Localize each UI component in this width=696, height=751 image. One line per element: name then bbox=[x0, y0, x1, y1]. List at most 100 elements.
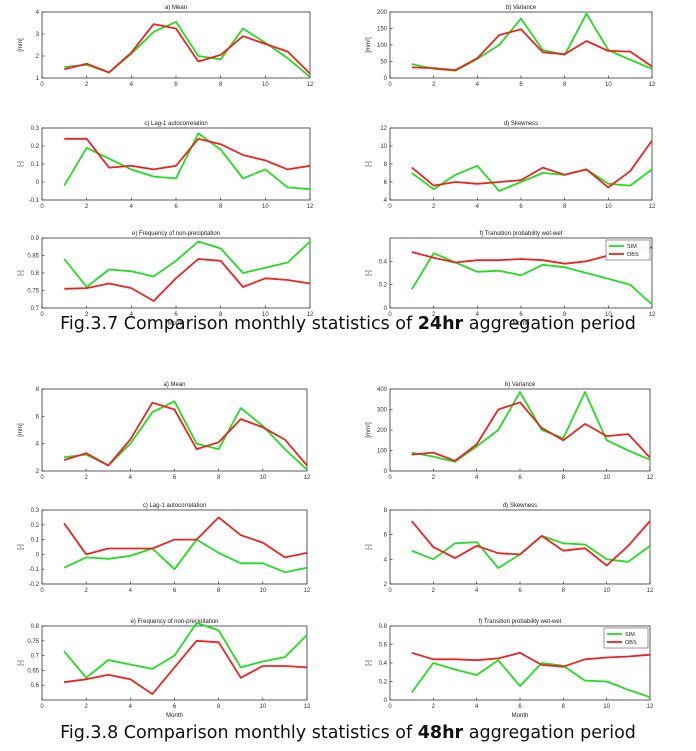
chart-title: b) Variance bbox=[505, 382, 536, 388]
x-tick-label: 0 bbox=[40, 475, 44, 481]
y-tick-label: 50 bbox=[380, 60, 387, 66]
x-tick-label: 4 bbox=[130, 82, 134, 88]
x-tick-label: 6 bbox=[173, 704, 177, 710]
series-line-obs bbox=[411, 140, 653, 189]
x-tick-label: 6 bbox=[518, 588, 522, 594]
x-tick-label: 2 bbox=[432, 475, 436, 481]
x-tick-label: 12 bbox=[307, 312, 314, 318]
x-tick-label: 12 bbox=[307, 204, 314, 210]
plot-frame bbox=[389, 509, 651, 585]
y-tick-label: 0.8 bbox=[31, 271, 40, 277]
x-tick-label: 0 bbox=[388, 588, 392, 594]
x-tick-label: 4 bbox=[130, 204, 134, 210]
x-tick-label: 2 bbox=[432, 204, 436, 210]
y-tick-label: 8 bbox=[36, 387, 40, 393]
x-tick-label: 4 bbox=[475, 704, 479, 710]
x-tick-label: 12 bbox=[304, 704, 311, 710]
x-tick-label: 6 bbox=[518, 704, 522, 710]
chart-title: e) Frequency of non-precipitation bbox=[130, 619, 218, 625]
y-tick-label: 0.1 bbox=[31, 538, 40, 544]
chart-title: c) Lag-1 autocorrelation bbox=[143, 503, 206, 509]
x-tick-label: 8 bbox=[563, 204, 567, 210]
x-tick-label: 8 bbox=[562, 588, 566, 594]
caption-prefix: Fig.3.8 Comparison monthly statistics of bbox=[60, 723, 418, 743]
x-tick-label: 12 bbox=[304, 475, 311, 481]
x-tick-label: 8 bbox=[217, 588, 221, 594]
x-tick-label: 12 bbox=[304, 588, 311, 594]
x-tick-label: 6 bbox=[173, 475, 177, 481]
y-tick-label: 10 bbox=[380, 144, 387, 150]
series-line-sim bbox=[63, 132, 311, 191]
x-tick-label: 10 bbox=[259, 475, 266, 481]
y-axis-label: [mm²] bbox=[366, 422, 372, 438]
y-tick-label: -0.2 bbox=[29, 582, 40, 588]
x-tick-label: 12 bbox=[647, 704, 654, 710]
y-tick-label: 0.4 bbox=[379, 661, 388, 667]
series-line-obs bbox=[64, 23, 311, 75]
y-tick-label: 2 bbox=[384, 582, 388, 588]
y-tick-label: 0 bbox=[384, 76, 388, 82]
y-tick-label: 100 bbox=[377, 43, 388, 49]
x-tick-label: 2 bbox=[432, 312, 436, 318]
y-tick-label: 0.75 bbox=[27, 289, 39, 295]
series-line-sim bbox=[411, 164, 653, 192]
x-tick-label: 10 bbox=[262, 204, 269, 210]
y-tick-label: 0.3 bbox=[31, 508, 40, 514]
x-tick-label: 0 bbox=[388, 312, 392, 318]
y-tick-label: 200 bbox=[377, 428, 388, 434]
x-tick-label: 6 bbox=[174, 204, 178, 210]
y-tick-label: 0.7 bbox=[31, 306, 40, 312]
y-tick-label: 0 bbox=[36, 552, 40, 558]
y-tick-label: -0.1 bbox=[29, 567, 40, 573]
caption-suffix: aggregation period bbox=[463, 314, 636, 334]
series-line-obs bbox=[411, 520, 651, 567]
chart-title: f) Transition probability wet-wet bbox=[479, 619, 562, 625]
y-tick-label: 0.6 bbox=[31, 683, 40, 689]
y-axis-label: [-] bbox=[366, 161, 372, 167]
x-tick-label: 4 bbox=[475, 588, 479, 594]
y-tick-label: -0.1 bbox=[29, 198, 40, 204]
chart-title: d) Skewness bbox=[503, 503, 537, 509]
series-line-obs bbox=[63, 516, 308, 559]
y-tick-label: 0.65 bbox=[27, 668, 39, 674]
x-tick-label: 12 bbox=[307, 82, 314, 88]
x-tick-label: 0 bbox=[388, 82, 392, 88]
x-tick-label: 2 bbox=[432, 588, 436, 594]
chart-panel: b) Variance 0 2 4 6 8 10 12 0 50 100 150 200 [mm²] bbox=[366, 5, 656, 88]
x-tick-label: 6 bbox=[519, 82, 523, 88]
chart-title: a) Mean bbox=[165, 5, 187, 11]
legend-box bbox=[605, 239, 651, 261]
x-tick-label: 6 bbox=[174, 82, 178, 88]
x-tick-label: 0 bbox=[388, 704, 392, 710]
y-tick-label: 8 bbox=[384, 162, 388, 168]
legend-box bbox=[603, 627, 649, 649]
y-axis-label: [-] bbox=[366, 544, 372, 550]
chart-title: a) Mean bbox=[163, 382, 185, 388]
y-tick-label: 1 bbox=[36, 76, 40, 82]
y-tick-label: 0.9 bbox=[31, 236, 40, 242]
y-axis-label: [-] bbox=[18, 544, 24, 550]
x-tick-label: 12 bbox=[649, 82, 656, 88]
y-axis-label: [mm] bbox=[18, 423, 24, 437]
legend-label-sim: SIM bbox=[627, 244, 637, 250]
y-tick-label: 2 bbox=[36, 54, 40, 60]
x-tick-label: 8 bbox=[562, 704, 566, 710]
y-tick-label: 2 bbox=[36, 469, 40, 475]
x-axis-label: Month bbox=[166, 713, 183, 719]
plot-frame bbox=[41, 625, 308, 701]
x-tick-label: 4 bbox=[129, 475, 133, 481]
x-tick-label: 6 bbox=[174, 312, 178, 318]
figure-caption-48hr: Fig.3.8 Comparison monthly statistics of… bbox=[0, 723, 696, 743]
x-tick-label: 6 bbox=[519, 204, 523, 210]
y-tick-label: 6 bbox=[384, 533, 388, 539]
series-line-obs bbox=[411, 651, 651, 668]
x-tick-label: 0 bbox=[40, 204, 44, 210]
y-tick-label: 0.1 bbox=[31, 162, 40, 168]
x-axis-label: Month bbox=[513, 321, 530, 327]
x-tick-label: 2 bbox=[84, 704, 88, 710]
series-line-obs bbox=[64, 258, 311, 302]
x-tick-label: 4 bbox=[475, 475, 479, 481]
y-tick-label: 200 bbox=[377, 10, 388, 16]
